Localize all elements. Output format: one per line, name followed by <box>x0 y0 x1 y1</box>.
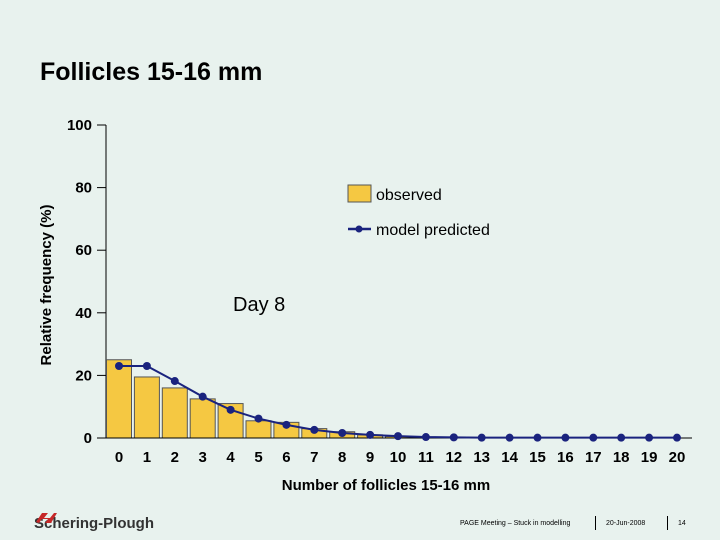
y-axis: 0 20 40 60 80 100 <box>67 117 107 447</box>
observed-bar <box>106 359 132 439</box>
model-point <box>310 425 319 434</box>
model-point <box>533 433 542 442</box>
model-point <box>589 433 598 442</box>
legend-model-marker <box>355 225 363 233</box>
model-point <box>421 433 430 442</box>
observed-bar <box>161 387 188 439</box>
x-tick-label: 1 <box>143 449 151 466</box>
model-point <box>505 433 514 442</box>
model-point <box>673 433 681 442</box>
model-point <box>170 377 179 386</box>
x-tick-label: 3 <box>199 449 207 466</box>
x-tick-label: 2 <box>171 449 179 466</box>
x-tick-label: 12 <box>445 449 462 466</box>
day-annotation: Day 8 <box>233 294 285 316</box>
x-tick-label: 13 <box>473 449 490 466</box>
x-tick-label: 16 <box>557 449 574 466</box>
x-tick-label: 4 <box>226 449 235 466</box>
footer-date: 20-Jun-2008 <box>606 519 646 527</box>
x-tick-label: 20 <box>669 449 686 466</box>
x-tick-label: 5 <box>254 449 262 466</box>
model-line <box>115 362 681 442</box>
model-point <box>142 362 151 371</box>
legend-observed-label: observed <box>376 187 442 204</box>
legend-observed-swatch <box>347 184 372 203</box>
model-point <box>394 432 402 441</box>
y-tick-label: 80 <box>75 180 92 197</box>
logo-text: Schering-Plough <box>34 514 154 532</box>
observed-bar <box>245 420 272 439</box>
x-tick-label: 14 <box>501 449 518 466</box>
footer-meeting: PAGE Meeting – Stuck in modelling <box>460 519 571 527</box>
model-point <box>645 433 654 442</box>
slide-title: Follicles 15-16 mm <box>40 58 263 86</box>
model-point <box>449 433 458 442</box>
x-tick-label: 10 <box>390 449 407 466</box>
y-tick-label: 40 <box>75 305 92 322</box>
model-point <box>338 428 347 437</box>
y-tick-label: 100 <box>67 117 92 134</box>
x-tick-label: 11 <box>418 449 434 466</box>
x-tick-label: 17 <box>585 449 602 466</box>
model-point <box>617 433 626 442</box>
y-axis-label: Relative frequency (%) <box>38 205 55 366</box>
x-tick-label: 9 <box>366 449 374 466</box>
observed-bar <box>133 376 160 439</box>
model-point <box>115 362 123 371</box>
observed-bars <box>106 359 692 439</box>
model-point <box>477 433 486 442</box>
footer-divider <box>595 516 596 530</box>
model-point <box>366 430 375 439</box>
company-logo: Schering-Plough <box>34 510 154 536</box>
x-tick-label: 8 <box>338 449 346 466</box>
x-tick-label: 18 <box>613 449 630 466</box>
model-point <box>254 414 263 423</box>
legend-model-label: model predicted <box>376 222 490 239</box>
x-tick-label: 7 <box>310 449 318 466</box>
x-axis-label: Number of follicles 15-16 mm <box>282 477 490 494</box>
model-point <box>198 392 207 401</box>
x-tick-label: 6 <box>282 449 290 466</box>
y-tick-label: 60 <box>75 242 92 259</box>
x-tick-label: 15 <box>529 449 546 466</box>
footer-divider <box>667 516 668 530</box>
y-tick-label: 0 <box>84 430 92 447</box>
y-tick-label: 20 <box>75 367 92 384</box>
x-tick-label: 19 <box>641 449 658 466</box>
footer-page-number: 14 <box>678 519 686 527</box>
x-axis-ticks: 0 1 2 3 4 5 6 7 8 9 10 11 12 13 14 15 16 17 18 19 20 <box>115 449 686 466</box>
x-tick-label: 0 <box>115 449 123 466</box>
logo-mark-icon <box>36 513 57 523</box>
observed-bar <box>189 398 216 439</box>
model-point <box>561 433 570 442</box>
model-point <box>226 405 235 414</box>
model-point <box>282 420 291 429</box>
legend: observed model predicted <box>347 184 490 239</box>
